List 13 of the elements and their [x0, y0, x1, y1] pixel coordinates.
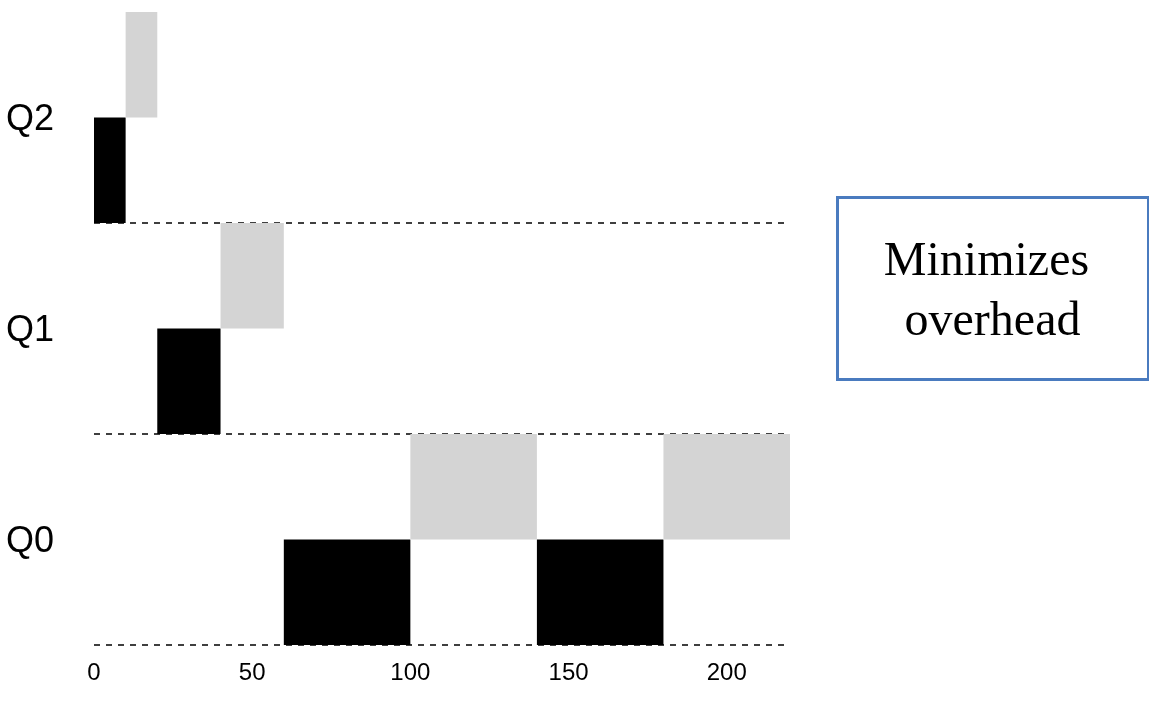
text: Minimizes overhead — [883, 232, 1102, 345]
y-tick-label: Q2 — [5, 97, 54, 138]
y-tick-label: Q1 — [5, 308, 54, 349]
x-tick-label: 50 — [238, 657, 266, 685]
bar — [125, 12, 158, 118]
y-tick-label: Q0 — [5, 519, 54, 560]
bar — [663, 434, 790, 540]
x-tick-label: 200 — [706, 657, 747, 685]
x-tick-label: 0 — [87, 657, 101, 685]
bar — [410, 434, 537, 540]
bar — [220, 223, 284, 329]
x-tick-label: 150 — [548, 657, 589, 685]
x-tick-label: 100 — [390, 657, 431, 685]
